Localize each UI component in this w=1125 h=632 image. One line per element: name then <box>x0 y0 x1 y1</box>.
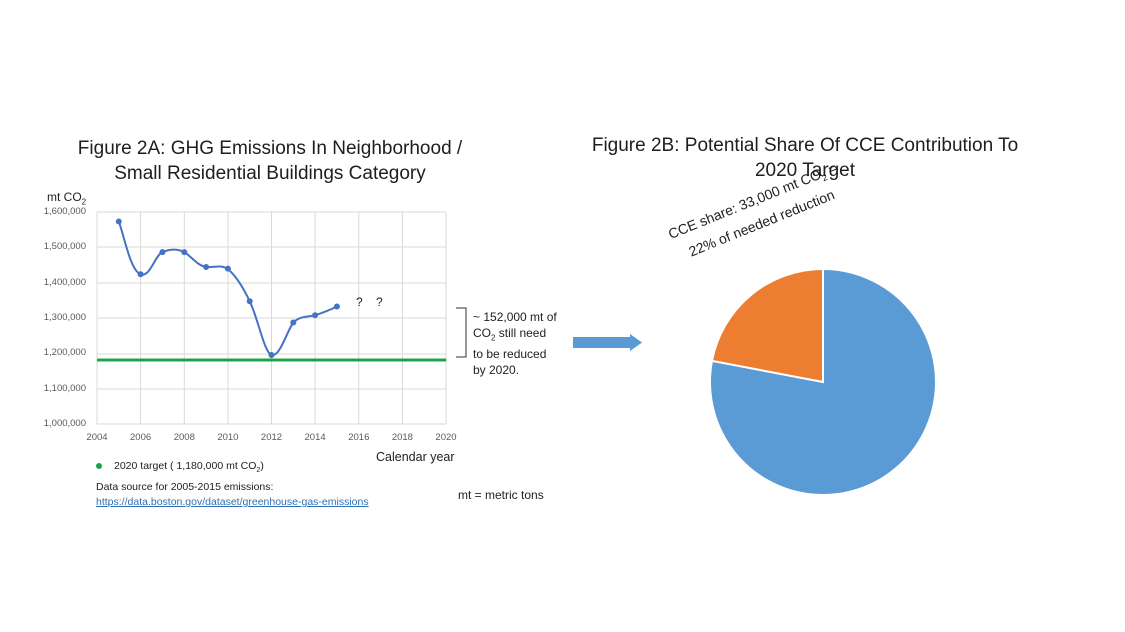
y-tick: 1,000,000 <box>43 418 86 429</box>
fig2a-title: Figure 2A: GHG Emissions In Neighborhood… <box>60 136 480 186</box>
x-tick: 2004 <box>86 432 108 443</box>
arrow-right-icon <box>573 334 642 351</box>
fig2b-title-line1: Figure 2B: Potential Share Of CCE Contri… <box>591 135 1019 156</box>
bracket-annotation <box>456 307 467 358</box>
units-note: mt = metric tons <box>458 488 544 502</box>
fig2a-title-line2: Small Residential Buildings Category <box>114 163 426 184</box>
x-tick: 2014 <box>304 432 326 443</box>
target-legend-label: 2020 target ( 1,180,000 mt CO2) <box>114 460 264 475</box>
data-source-label: Data source for 2005-2015 emissions: <box>96 481 274 493</box>
data-source-link[interactable]: https://data.boston.gov/dataset/greenhou… <box>96 496 369 508</box>
reduction-annotation: ~ 152,000 mt of CO2 still need to be red… <box>473 310 557 378</box>
y-tick: 1,100,000 <box>43 383 86 394</box>
x-axis-label: Calendar year <box>376 450 455 464</box>
y-axis-label: mt CO2 <box>47 190 87 207</box>
x-tick: 2016 <box>348 432 370 443</box>
target-legend-dot <box>96 463 102 469</box>
y-tick: 1,600,000 <box>43 206 86 217</box>
y-tick: 1,500,000 <box>43 241 86 252</box>
fig2b-title-line2: 2020 Target <box>754 160 855 181</box>
x-tick: 2006 <box>130 432 152 443</box>
fig2b-title: Figure 2B: Potential Share Of CCE Contri… <box>575 133 1035 183</box>
unknown-2017: ? <box>376 295 383 309</box>
x-tick: 2010 <box>217 432 239 443</box>
unknown-2016: ? <box>356 295 363 309</box>
x-tick: 2012 <box>260 432 283 443</box>
emissions-markers <box>115 218 340 358</box>
grid-lines <box>96 211 447 425</box>
y-tick: 1,300,000 <box>43 312 86 323</box>
fig2a-title-line1: Figure 2A: GHG Emissions In Neighborhood… <box>77 138 463 159</box>
pie-slice-cce <box>710 267 824 384</box>
x-tick: 2018 <box>391 432 413 443</box>
x-tick: 2008 <box>173 432 195 443</box>
y-tick: 1,200,000 <box>43 347 86 358</box>
x-tick: 2020 <box>435 432 457 443</box>
y-tick: 1,400,000 <box>43 277 86 288</box>
